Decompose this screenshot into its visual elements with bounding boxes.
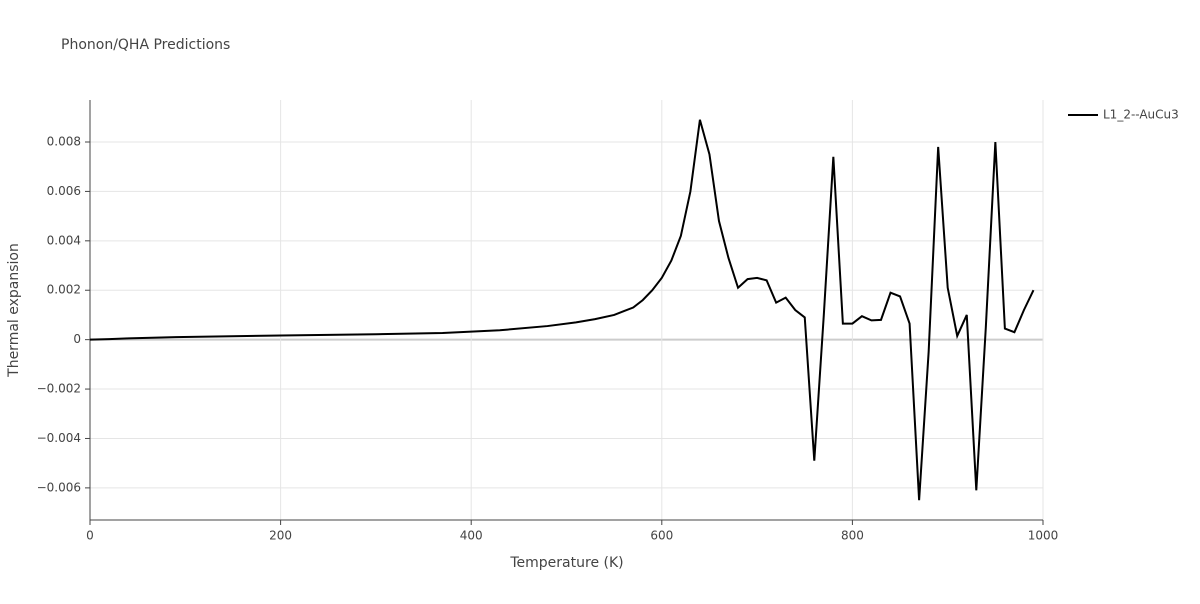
x-tick-label: 0 [86, 529, 94, 543]
x-tick-label: 800 [841, 529, 864, 543]
line-series [89, 119, 1035, 501]
y-tick-label: −0.006 [37, 480, 81, 494]
y-tick-label: 0.004 [47, 233, 81, 247]
y-tick-label: −0.002 [37, 382, 81, 396]
y-tick-label: −0.004 [37, 431, 81, 445]
x-tick-label: 600 [650, 529, 673, 543]
chart-title: Phonon/QHA Predictions [61, 37, 230, 53]
x-tick-label: 400 [460, 529, 483, 543]
y-tick-label: 0 [73, 332, 81, 346]
x-tick-label: 1000 [1028, 529, 1059, 543]
legend-label: L1_2--AuCu3 [1103, 108, 1179, 122]
y-tick-label: 0.008 [47, 135, 81, 149]
x-tick-label: 200 [269, 529, 292, 543]
x-axis-label: Temperature (K) [509, 555, 623, 571]
y-tick-label: 0.006 [47, 184, 81, 198]
y-tick-label: 0.002 [47, 283, 81, 297]
y-axis-label: Thermal expansion [6, 243, 22, 378]
